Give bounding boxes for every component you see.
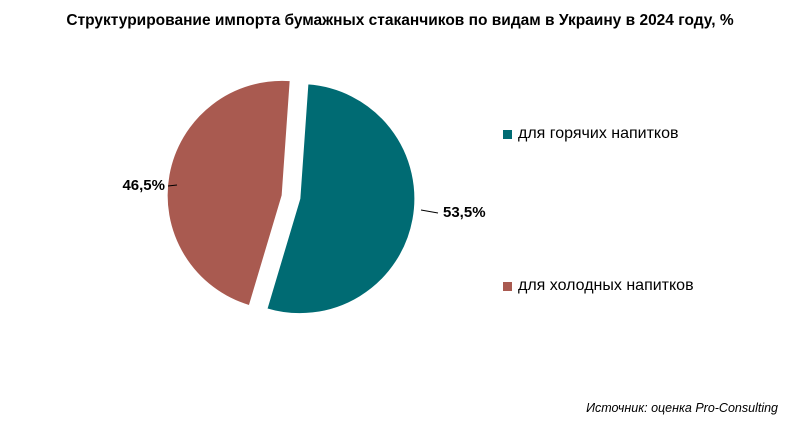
legend-swatch-hot [503,129,512,139]
pie-slice-hot [266,83,416,315]
source-note: Источник: оценка Pro-Consulting [586,401,778,415]
legend-label-cold: для холодных напитков [518,277,694,294]
data-label-cold: 46,5% [122,177,165,194]
legend-item-hot: для горячих напитков [503,125,679,143]
chart-title: Структурирование импорта бумажных стакан… [66,12,734,29]
data-label-hot: 53,5% [443,204,486,221]
legend-item-cold: для холодных напитков [503,277,694,295]
legend-swatch-cold [503,281,512,291]
leader-line [420,209,439,214]
legend-label-hot: для горячих напитков [518,125,679,142]
pie-slice-cold [166,79,291,307]
leader-line [167,184,178,187]
